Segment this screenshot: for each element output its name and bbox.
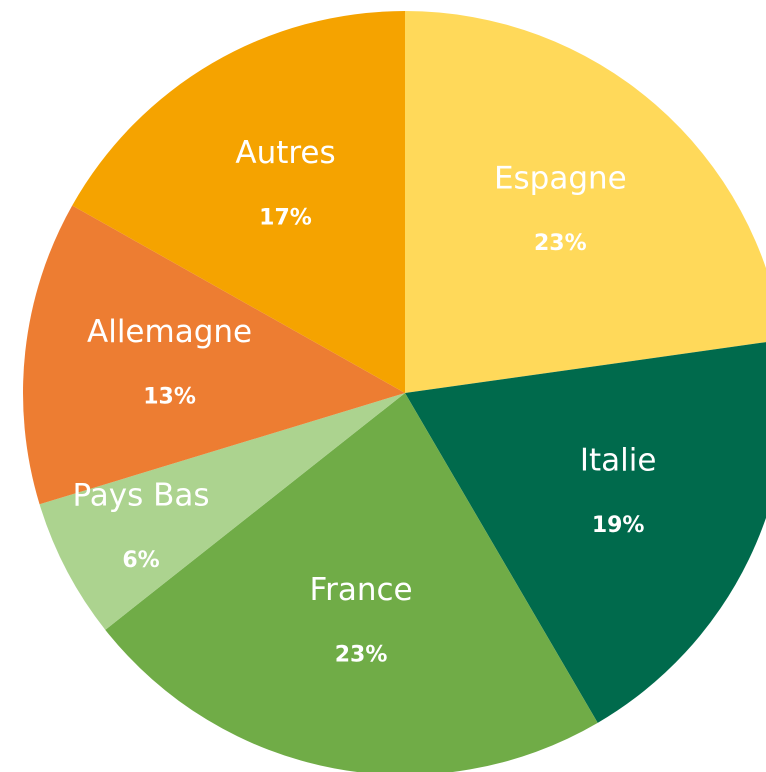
pie-slice — [405, 342, 766, 723]
pie-slice — [39, 393, 405, 630]
slice-value-label: 17% — [259, 206, 312, 231]
slice-value-label: 23% — [534, 231, 587, 256]
slice-value-label: 23% — [335, 643, 388, 668]
pie-slice — [22, 205, 405, 505]
slice-label: Espagne — [494, 161, 627, 197]
pie-slice — [105, 393, 598, 772]
slice-label: Italie — [580, 443, 657, 479]
slice-value-label: 19% — [592, 513, 645, 538]
slice-value-label: 13% — [143, 384, 196, 409]
slice-label: Allemagne — [87, 314, 252, 350]
slice-label: Autres — [235, 135, 335, 171]
slice-value-label: 6% — [122, 548, 159, 573]
slice-label: Pays Bas — [72, 478, 209, 514]
pie-slice — [72, 11, 406, 393]
pie-slice — [405, 11, 766, 393]
slice-label: France — [310, 572, 413, 608]
